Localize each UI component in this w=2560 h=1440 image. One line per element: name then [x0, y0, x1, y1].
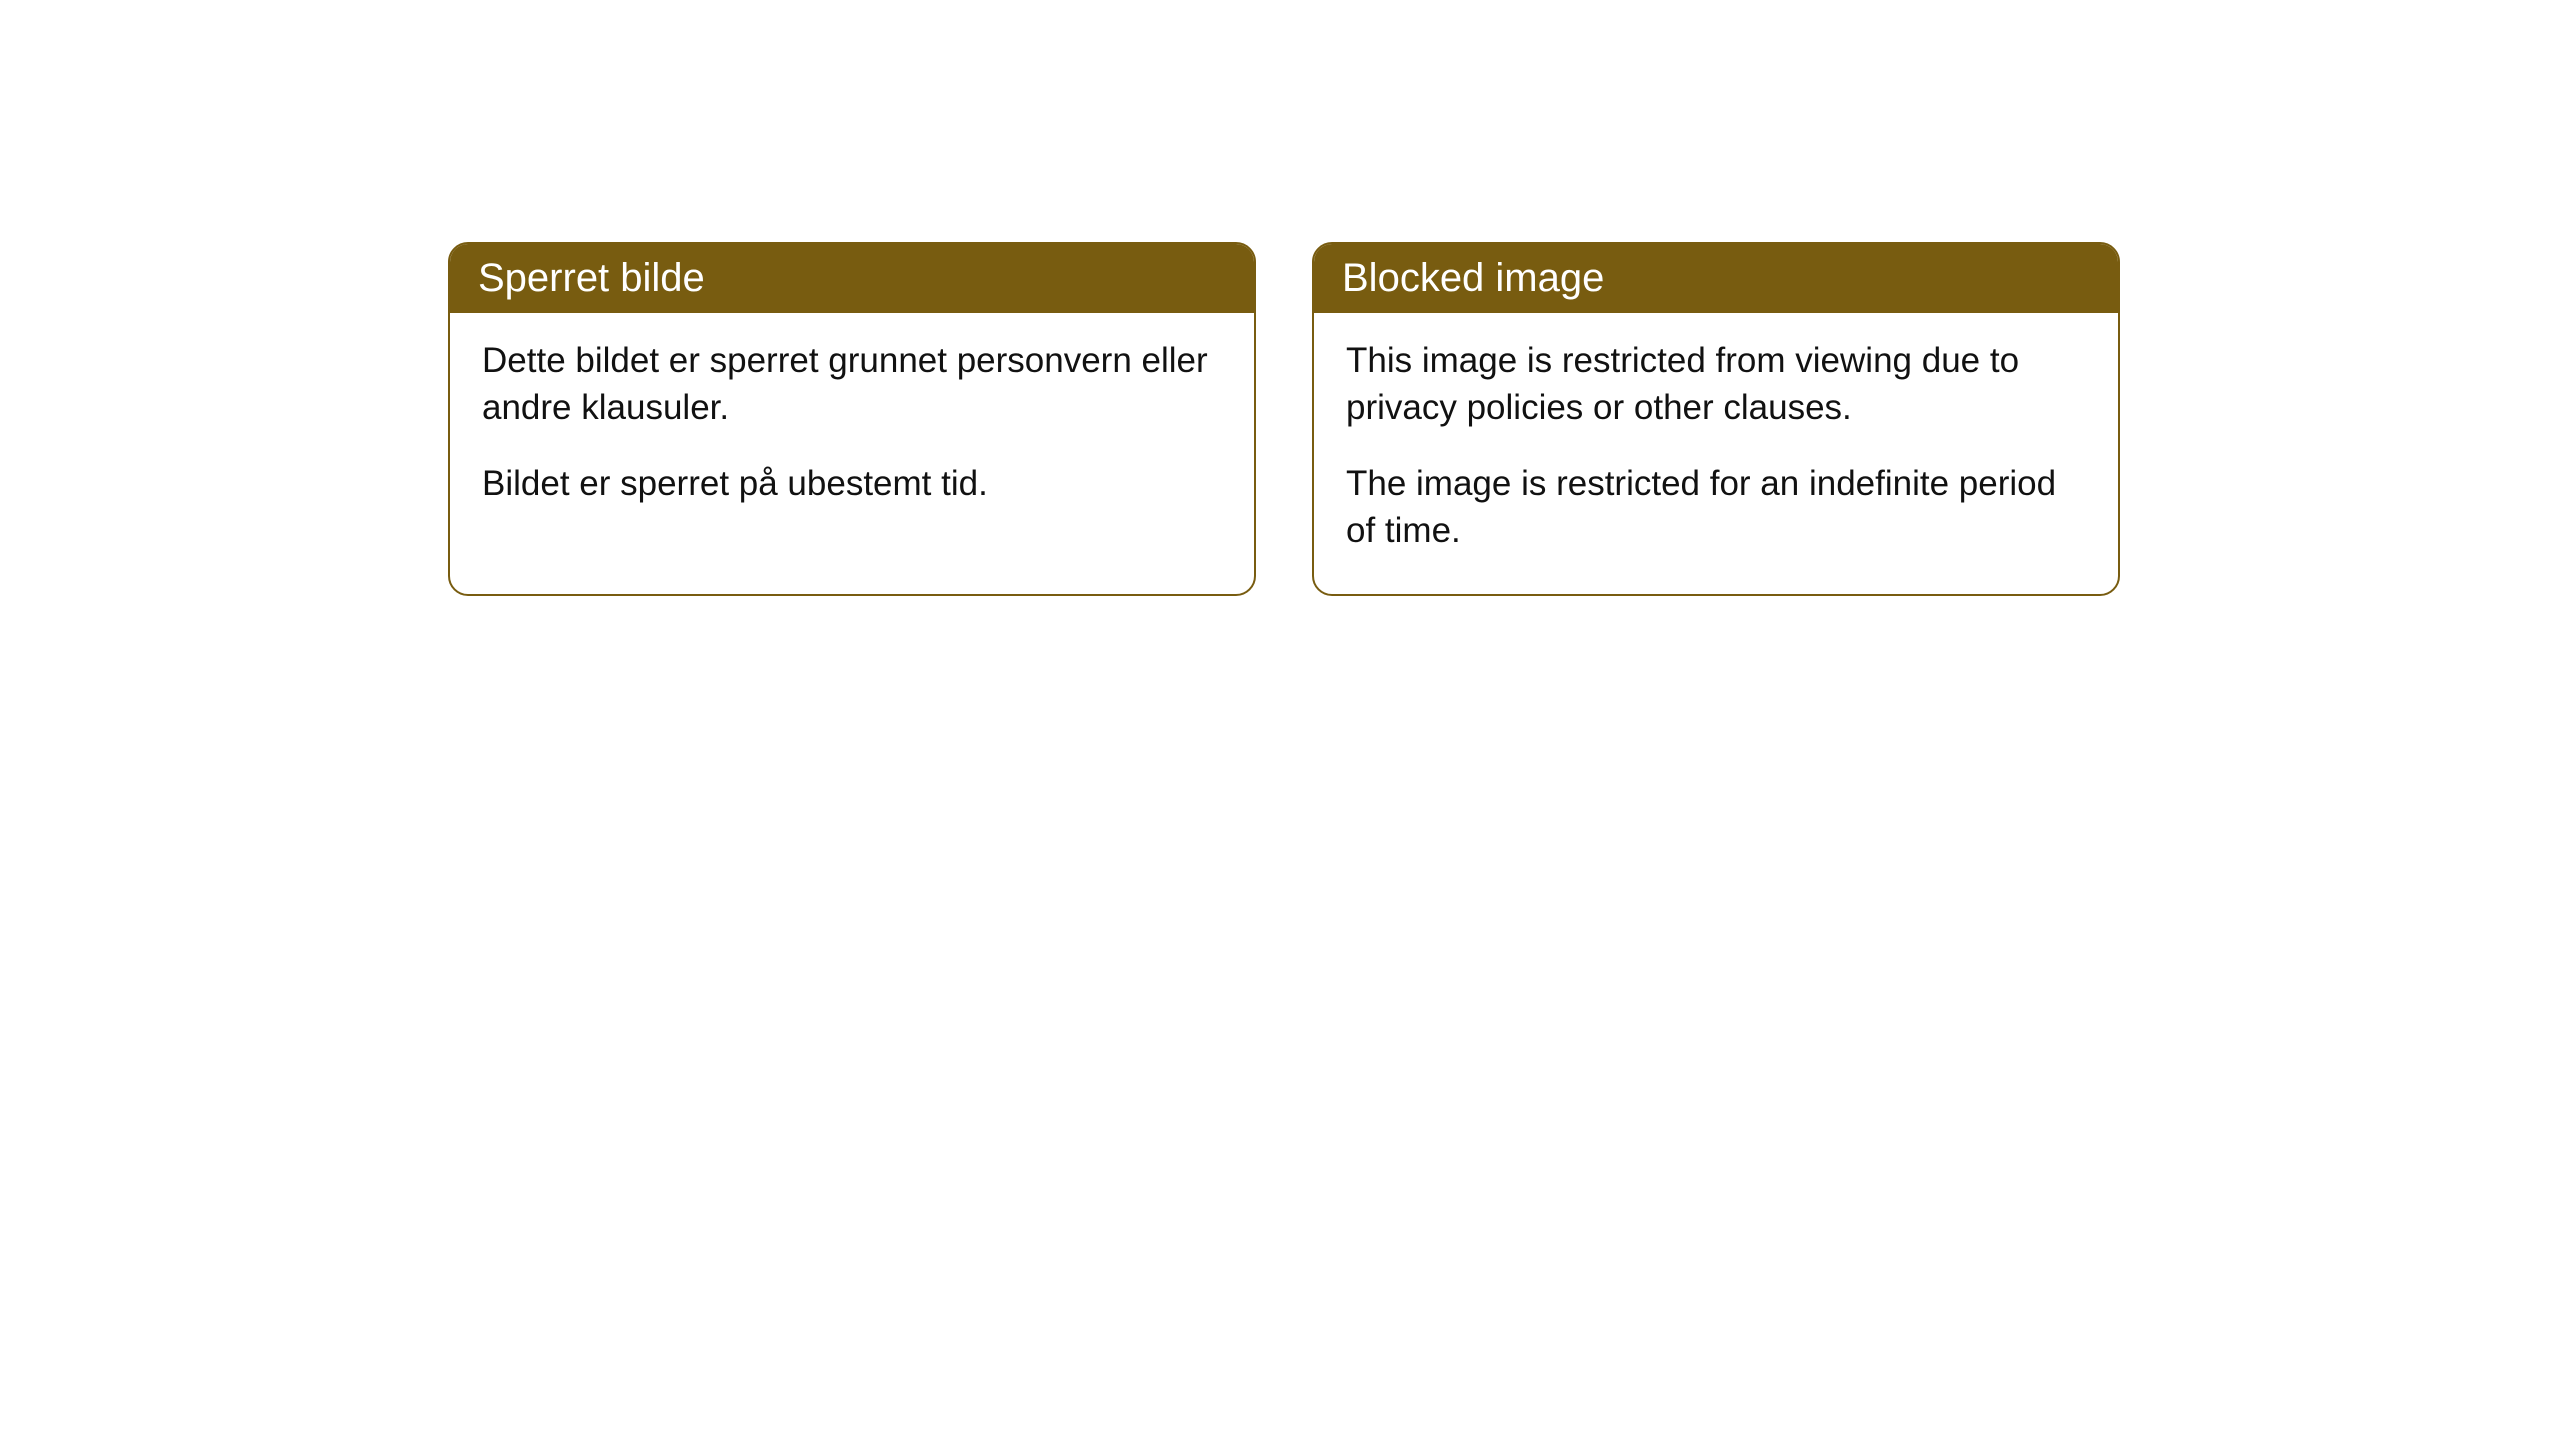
card-paragraph-1-en: This image is restricted from viewing du… [1346, 337, 2086, 432]
card-paragraph-2-no: Bildet er sperret på ubestemt tid. [482, 460, 1222, 507]
card-body-en: This image is restricted from viewing du… [1314, 313, 2118, 594]
blocked-image-card-no: Sperret bilde Dette bildet er sperret gr… [448, 242, 1256, 596]
card-paragraph-1-no: Dette bildet er sperret grunnet personve… [482, 337, 1222, 432]
card-paragraph-2-en: The image is restricted for an indefinit… [1346, 460, 2086, 555]
card-title-en: Blocked image [1314, 244, 2118, 313]
notice-container: Sperret bilde Dette bildet er sperret gr… [0, 0, 2560, 596]
card-title-no: Sperret bilde [450, 244, 1254, 313]
card-body-no: Dette bildet er sperret grunnet personve… [450, 313, 1254, 547]
blocked-image-card-en: Blocked image This image is restricted f… [1312, 242, 2120, 596]
